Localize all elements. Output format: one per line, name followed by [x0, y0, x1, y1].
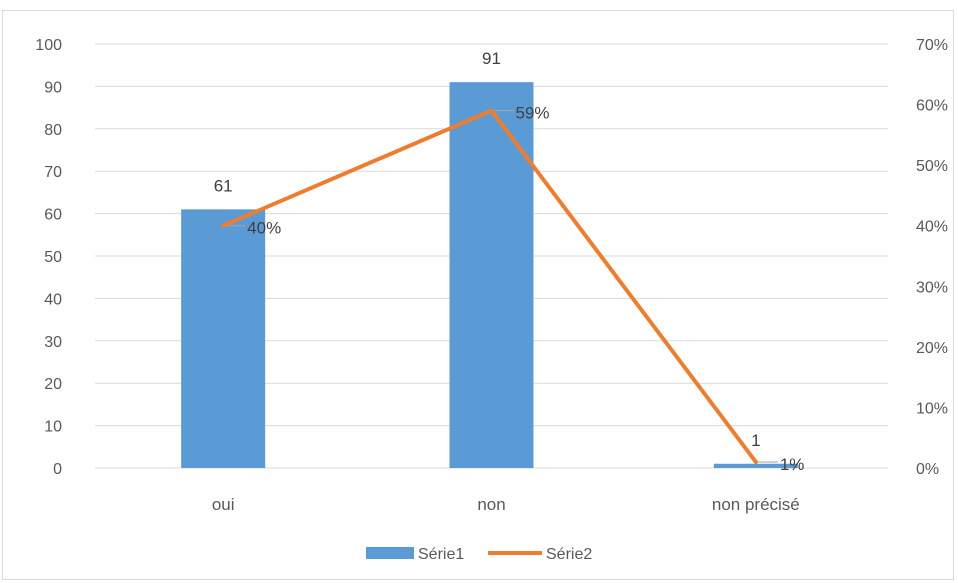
y-right-tick-label: 0%: [916, 461, 939, 478]
line-data-label: 1%: [780, 455, 805, 474]
bar-data-label: 1: [751, 431, 760, 450]
bar: [713, 463, 798, 468]
bar: [181, 209, 266, 469]
y-left-tick-label: 70: [44, 164, 62, 181]
bar: [449, 82, 534, 468]
y-left-tick-label: 60: [44, 207, 62, 224]
line-data-label: 40%: [247, 219, 281, 238]
y-right-tick-label: 30%: [916, 279, 948, 296]
y-right-tick-label: 70%: [916, 37, 948, 54]
legend-swatch-bar: [366, 547, 414, 559]
x-category-label: non: [477, 495, 505, 514]
y-left-tick-label: 90: [44, 79, 62, 96]
y-left-tick-label: 100: [35, 37, 62, 54]
y-right-tick-label: 10%: [916, 400, 948, 417]
y-right-tick-label: 20%: [916, 340, 948, 357]
legend-label: Série1: [418, 546, 464, 563]
y-left-tick-label: 80: [44, 122, 62, 139]
y-right-tick-label: 40%: [916, 219, 948, 236]
y-right-tick-label: 60%: [916, 98, 948, 115]
y-left-tick-label: 30: [44, 334, 62, 351]
line-point: [489, 108, 494, 113]
x-category-label: oui: [212, 495, 235, 514]
line-point: [753, 459, 758, 464]
y-left-tick-label: 0: [53, 461, 62, 478]
bar-data-label: 61: [214, 176, 233, 195]
y-left-tick-label: 40: [44, 291, 62, 308]
y-right-tick-label: 50%: [916, 158, 948, 175]
line-data-label: 59%: [516, 104, 550, 123]
y-left-tick-label: 50: [44, 249, 62, 266]
y-left-tick-label: 20: [44, 376, 62, 393]
bar-data-label: 91: [482, 49, 501, 68]
line-point: [221, 223, 226, 228]
x-category-label: non précisé: [712, 495, 800, 514]
legend-label: Série2: [546, 546, 592, 563]
y-left-tick-label: 10: [44, 419, 62, 436]
